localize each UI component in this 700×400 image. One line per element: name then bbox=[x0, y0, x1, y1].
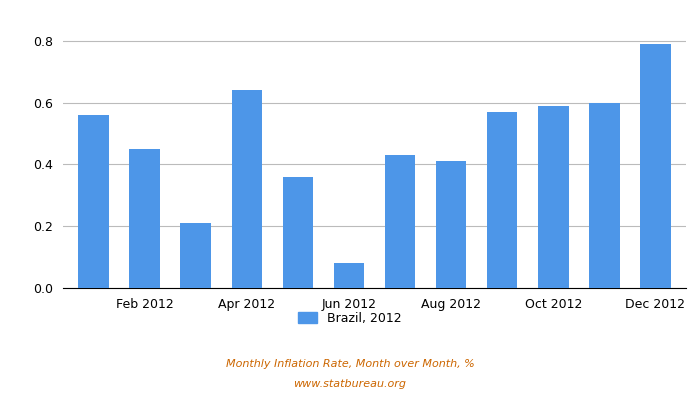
Bar bbox=[130, 149, 160, 288]
Bar bbox=[78, 115, 109, 288]
Bar bbox=[181, 223, 211, 288]
Bar bbox=[640, 44, 671, 288]
Bar bbox=[589, 102, 620, 288]
Bar bbox=[283, 177, 313, 288]
Text: Monthly Inflation Rate, Month over Month, %: Monthly Inflation Rate, Month over Month… bbox=[225, 359, 475, 369]
Bar bbox=[334, 263, 364, 288]
Bar bbox=[385, 155, 415, 288]
Bar bbox=[436, 161, 466, 288]
Legend: Brazil, 2012: Brazil, 2012 bbox=[293, 307, 407, 330]
Bar bbox=[486, 112, 517, 288]
Text: www.statbureau.org: www.statbureau.org bbox=[293, 379, 407, 389]
Bar bbox=[538, 106, 568, 288]
Bar bbox=[232, 90, 262, 288]
